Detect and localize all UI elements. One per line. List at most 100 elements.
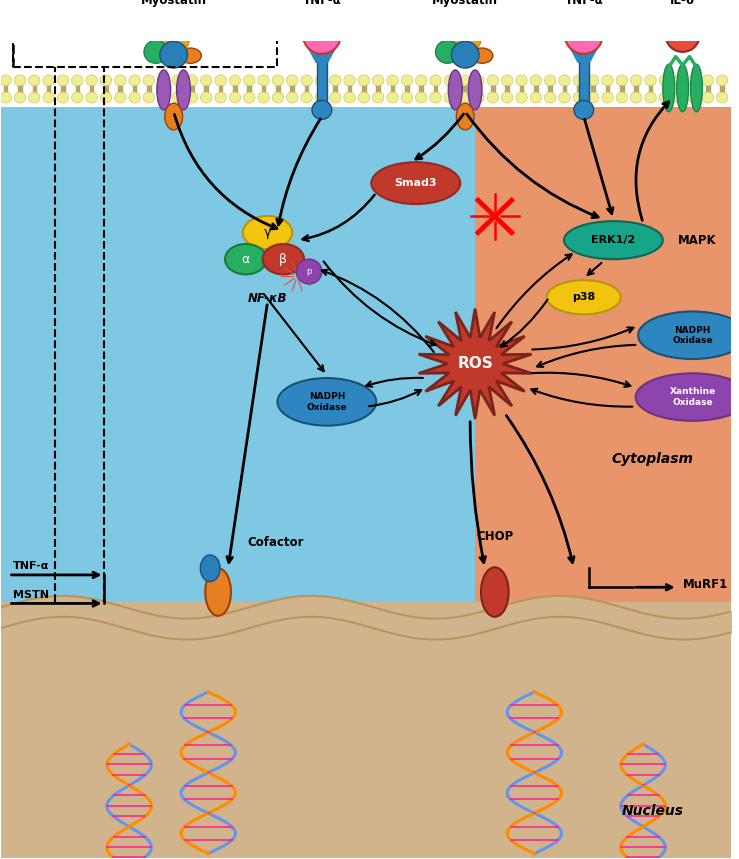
Circle shape [430,92,441,103]
Bar [579,50,589,102]
Ellipse shape [663,64,675,112]
Circle shape [330,75,341,86]
Circle shape [101,75,112,86]
Circle shape [160,41,188,68]
Circle shape [258,75,269,86]
Circle shape [386,75,398,86]
Circle shape [144,40,168,64]
Text: ROS: ROS [457,356,493,371]
Text: TNF-α: TNF-α [13,561,49,571]
Circle shape [301,92,313,103]
Circle shape [415,92,427,103]
Bar [678,79,681,95]
Bar [319,79,323,95]
Circle shape [157,75,169,86]
Bar [4,79,7,95]
Text: ERK1/2: ERK1/2 [591,235,636,245]
Bar [362,79,366,95]
Circle shape [129,75,140,86]
Circle shape [386,92,398,103]
Bar [219,79,222,95]
Circle shape [573,75,585,86]
Circle shape [172,92,183,103]
Circle shape [644,92,656,103]
Ellipse shape [468,70,482,110]
Circle shape [172,75,183,86]
Circle shape [487,92,499,103]
Text: NADPH
Oxidase: NADPH Oxidase [307,393,347,411]
Text: MAPK: MAPK [678,234,716,247]
Circle shape [716,75,728,86]
Circle shape [616,75,627,86]
Circle shape [473,92,484,103]
Ellipse shape [456,103,474,130]
Bar [463,79,466,95]
Bar [405,79,409,95]
Bar [475,107,731,620]
Bar [233,79,236,95]
Ellipse shape [371,162,460,204]
Circle shape [186,75,197,86]
Circle shape [444,75,456,86]
Circle shape [72,92,83,103]
Circle shape [545,75,556,86]
Circle shape [502,92,513,103]
Bar [348,79,351,95]
Circle shape [215,92,226,103]
Circle shape [473,75,484,86]
Circle shape [588,75,599,86]
Circle shape [545,92,556,103]
Circle shape [435,40,459,64]
Bar [1,107,475,620]
Ellipse shape [677,64,689,112]
Ellipse shape [638,312,739,359]
Bar [692,79,695,95]
Bar [391,79,395,95]
Bar [376,79,380,95]
Bar [333,79,337,95]
Circle shape [129,92,140,103]
Polygon shape [418,308,531,419]
Bar [104,79,108,95]
Circle shape [659,75,670,86]
Text: p: p [307,267,312,276]
Circle shape [415,75,427,86]
Circle shape [0,75,11,86]
Text: γ: γ [264,226,271,239]
Bar [133,79,137,95]
Circle shape [157,92,169,103]
Bar [1,41,731,107]
Ellipse shape [277,378,376,425]
Ellipse shape [449,70,462,110]
Circle shape [602,75,613,86]
Circle shape [200,92,212,103]
Bar [534,79,538,95]
Circle shape [673,92,685,103]
Circle shape [143,75,154,86]
Circle shape [630,92,642,103]
Bar [620,79,624,95]
Circle shape [444,92,456,103]
Circle shape [401,92,412,103]
Bar [317,50,327,102]
Circle shape [688,75,699,86]
Text: CHOP: CHOP [476,530,514,543]
Circle shape [673,75,685,86]
Ellipse shape [200,555,220,582]
Circle shape [315,75,327,86]
Text: p38: p38 [572,292,596,302]
Ellipse shape [205,569,231,616]
Text: NF-κB: NF-κB [248,292,287,306]
Circle shape [372,75,384,86]
Bar [491,79,494,95]
Circle shape [101,92,112,103]
Bar [304,79,308,95]
Bar [434,79,437,95]
Ellipse shape [225,244,267,274]
Circle shape [516,75,527,86]
Circle shape [244,75,255,86]
Circle shape [573,92,585,103]
Bar [577,79,581,95]
Text: Cytoplasm: Cytoplasm [612,452,694,466]
Circle shape [86,75,98,86]
